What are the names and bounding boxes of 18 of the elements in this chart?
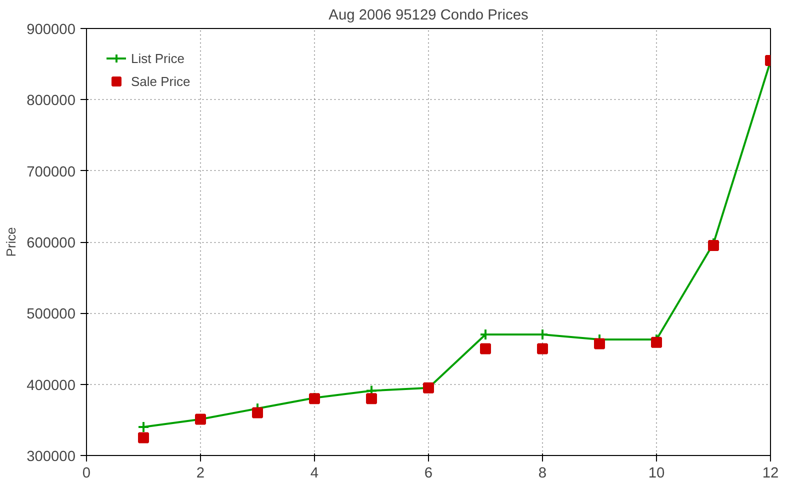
y-tick-label: 700000 [26, 164, 76, 180]
y-tick-label: 800000 [26, 93, 76, 110]
x-tick-label: 8 [538, 466, 547, 480]
x-tick-label: 0 [82, 466, 91, 480]
y-tick-label: 300000 [26, 449, 76, 465]
x-tick-label: 2 [196, 466, 205, 480]
legend-label: Sale Price [131, 74, 190, 88]
y-tick-label: 400000 [26, 378, 76, 394]
x-tick-label: 6 [424, 466, 433, 480]
y-tick-label: 500000 [26, 306, 76, 323]
y-axis-title: Price [4, 227, 19, 257]
legend-label: List Price [131, 50, 184, 66]
x-tick-label: 4 [310, 466, 319, 480]
y-tick-label: 600000 [26, 236, 76, 252]
x-tick-label: 10 [648, 466, 665, 480]
x-tick-label: 12 [762, 466, 779, 480]
y-tick-label: 900000 [26, 22, 76, 38]
chart-title: Aug 2006 95129 Condo Prices [328, 8, 528, 24]
